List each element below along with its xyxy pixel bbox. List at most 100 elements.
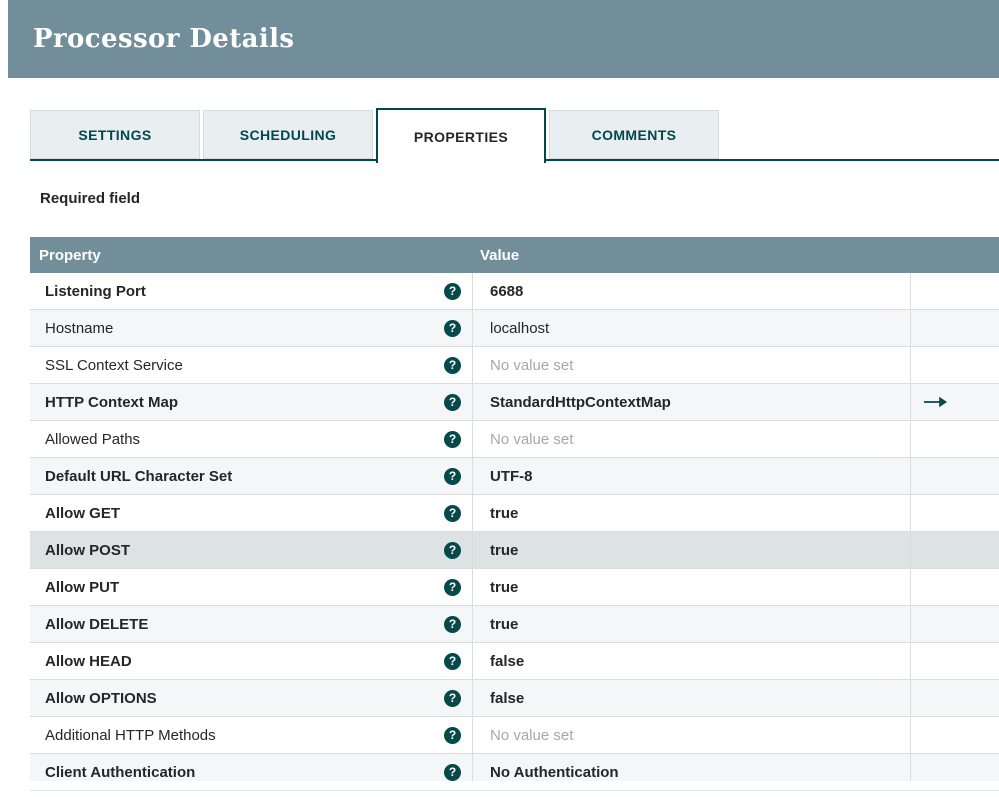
table-header-row: Property Value bbox=[30, 237, 999, 273]
property-name: Allow OPTIONS bbox=[45, 689, 157, 707]
help-circle-icon[interactable]: ? bbox=[444, 689, 461, 707]
property-value-cell[interactable]: No Authentication bbox=[473, 754, 911, 781]
actions-cell bbox=[911, 532, 999, 568]
property-name: HTTP Context Map bbox=[45, 393, 179, 411]
property-name-cell: Allow HEAD ? bbox=[30, 643, 473, 679]
property-value: true bbox=[490, 541, 519, 559]
property-value-cell[interactable]: true bbox=[473, 569, 911, 605]
table-row[interactable]: Client Authentication ? No Authenticatio… bbox=[30, 754, 999, 781]
tab-comments[interactable]: COMMENTS bbox=[549, 110, 719, 159]
table-row[interactable]: Allow OPTIONS ? false bbox=[30, 680, 999, 717]
actions-cell bbox=[911, 680, 999, 716]
help-circle-icon[interactable]: ? bbox=[444, 541, 461, 559]
property-name-cell: Default URL Character Set ? bbox=[30, 458, 473, 494]
property-name: Default URL Character Set bbox=[45, 467, 233, 485]
table-row[interactable]: Default URL Character Set ? UTF-8 bbox=[30, 458, 999, 495]
property-value: localhost bbox=[490, 319, 550, 337]
property-name-cell: Listening Port ? bbox=[30, 273, 473, 309]
table-row[interactable]: HTTP Context Map ? StandardHttpContextMa… bbox=[30, 384, 999, 421]
property-value-cell[interactable]: false bbox=[473, 643, 911, 679]
tab-scheduling[interactable]: SCHEDULING bbox=[203, 110, 373, 159]
actions-cell bbox=[911, 643, 999, 679]
table-body: Listening Port ? 6688 Hostname ? localho… bbox=[30, 273, 999, 781]
property-name-cell: HTTP Context Map ? bbox=[30, 384, 473, 420]
property-value: false bbox=[490, 689, 525, 707]
help-circle-icon[interactable]: ? bbox=[444, 393, 461, 411]
property-name: Allow GET bbox=[45, 504, 120, 522]
actions-cell bbox=[911, 458, 999, 494]
property-value-cell[interactable]: true bbox=[473, 532, 911, 568]
property-value: No value set bbox=[490, 726, 574, 744]
property-value-cell[interactable]: UTF-8 bbox=[473, 458, 911, 494]
property-name: Allow HEAD bbox=[45, 652, 132, 670]
table-row[interactable]: SSL Context Service ? No value set bbox=[30, 347, 999, 384]
property-value-cell[interactable]: No value set bbox=[473, 347, 911, 383]
help-circle-icon[interactable]: ? bbox=[444, 763, 461, 781]
property-name: Allow PUT bbox=[45, 578, 120, 596]
table-row[interactable]: Allow PUT ? true bbox=[30, 569, 999, 606]
dialog-title: Processor Details bbox=[33, 24, 295, 54]
help-circle-icon[interactable]: ? bbox=[444, 652, 461, 670]
actions-cell bbox=[911, 421, 999, 457]
actions-cell bbox=[911, 717, 999, 753]
property-name-cell: Hostname ? bbox=[30, 310, 473, 346]
bottom-divider bbox=[30, 790, 999, 791]
property-name: Allowed Paths bbox=[45, 430, 141, 448]
property-value-cell[interactable]: localhost bbox=[473, 310, 911, 346]
property-value-cell[interactable]: StandardHttpContextMap bbox=[473, 384, 911, 420]
property-value: 6688 bbox=[490, 282, 524, 300]
help-circle-icon[interactable]: ? bbox=[444, 430, 461, 448]
table-row[interactable]: Hostname ? localhost bbox=[30, 310, 999, 347]
tab-properties[interactable]: PROPERTIES bbox=[376, 108, 546, 163]
property-name-cell: Allow DELETE ? bbox=[30, 606, 473, 642]
property-value-cell[interactable]: true bbox=[473, 495, 911, 531]
help-circle-icon[interactable]: ? bbox=[444, 282, 461, 300]
property-name-cell: Allow GET ? bbox=[30, 495, 473, 531]
help-circle-icon[interactable]: ? bbox=[444, 319, 461, 337]
actions-cell bbox=[911, 273, 999, 309]
property-value-cell[interactable]: 6688 bbox=[473, 273, 911, 309]
property-value: No value set bbox=[490, 356, 574, 374]
help-circle-icon[interactable]: ? bbox=[444, 615, 461, 633]
table-row[interactable]: Allow GET ? true bbox=[30, 495, 999, 532]
property-name-cell: Additional HTTP Methods ? bbox=[30, 717, 473, 753]
help-circle-icon[interactable]: ? bbox=[444, 467, 461, 485]
actions-cell bbox=[911, 384, 999, 420]
table-row[interactable]: Allow POST ? true bbox=[30, 532, 999, 569]
tab-settings[interactable]: SETTINGS bbox=[30, 110, 200, 159]
property-value-cell[interactable]: No value set bbox=[473, 717, 911, 753]
property-value: StandardHttpContextMap bbox=[490, 393, 671, 411]
property-value-cell[interactable]: No value set bbox=[473, 421, 911, 457]
help-circle-icon[interactable]: ? bbox=[444, 578, 461, 596]
dialog-header: Processor Details bbox=[8, 0, 999, 78]
help-circle-icon[interactable]: ? bbox=[444, 726, 461, 744]
property-value-cell[interactable]: true bbox=[473, 606, 911, 642]
property-name: SSL Context Service bbox=[45, 356, 183, 374]
property-name-cell: Allow PUT ? bbox=[30, 569, 473, 605]
property-name: Listening Port bbox=[45, 282, 146, 300]
help-circle-icon[interactable]: ? bbox=[444, 356, 461, 374]
property-value: true bbox=[490, 504, 519, 522]
table-row[interactable]: Allow DELETE ? true bbox=[30, 606, 999, 643]
property-value: No value set bbox=[490, 430, 574, 448]
property-value-cell[interactable]: false bbox=[473, 680, 911, 716]
property-name: Client Authentication bbox=[45, 763, 196, 781]
property-value: UTF-8 bbox=[490, 467, 533, 485]
actions-cell bbox=[911, 754, 999, 781]
table-row[interactable]: Allowed Paths ? No value set bbox=[30, 421, 999, 458]
property-value: No Authentication bbox=[490, 763, 619, 781]
property-value: true bbox=[490, 578, 519, 596]
property-name-cell: Allowed Paths ? bbox=[30, 421, 473, 457]
table-row[interactable]: Listening Port ? 6688 bbox=[30, 273, 999, 310]
go-to-arrow-icon[interactable] bbox=[924, 396, 948, 408]
table-row[interactable]: Additional HTTP Methods ? No value set bbox=[30, 717, 999, 754]
table-row[interactable]: Allow HEAD ? false bbox=[30, 643, 999, 680]
help-circle-icon[interactable]: ? bbox=[444, 504, 461, 522]
property-name: Allow DELETE bbox=[45, 615, 149, 633]
property-name: Hostname bbox=[45, 319, 114, 337]
properties-table: Property Value Listening Port ? 6688 Hos… bbox=[30, 237, 999, 781]
column-header-value: Value bbox=[480, 246, 520, 264]
actions-cell bbox=[911, 310, 999, 346]
required-field-note: Required field bbox=[40, 190, 141, 207]
property-name: Additional HTTP Methods bbox=[45, 726, 216, 744]
